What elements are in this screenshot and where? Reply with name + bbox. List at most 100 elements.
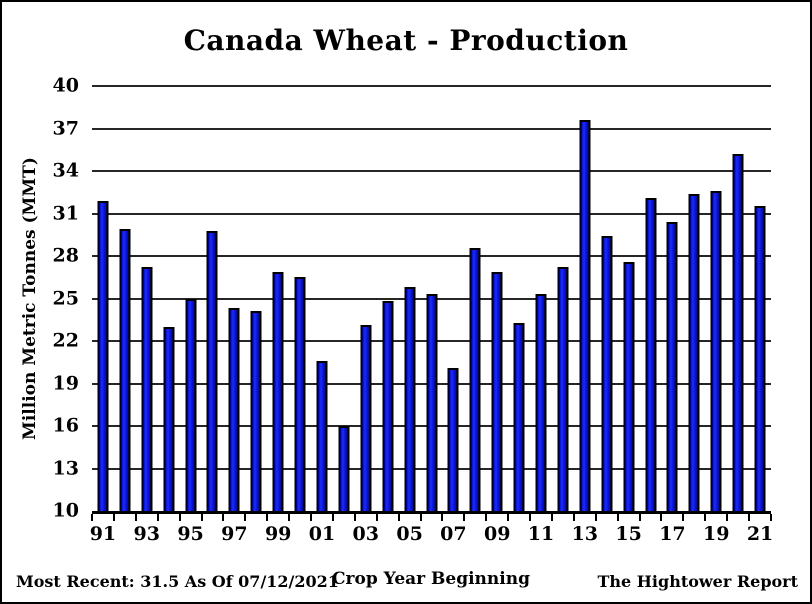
x-axis-tick: [288, 514, 291, 521]
x-axis-tick: [331, 514, 334, 521]
gridline-37: [92, 127, 771, 130]
bar-20: [732, 154, 744, 511]
x-axis-tick: [463, 514, 466, 521]
y-tick-label-22: 22: [52, 329, 79, 352]
y-tick-label-25: 25: [52, 287, 79, 310]
x-tick-label-91: 91: [89, 523, 117, 545]
x-axis-tick: [375, 514, 378, 521]
bar-93: [141, 267, 153, 511]
y-tick-label-19: 19: [52, 372, 79, 395]
y-tick-label-34: 34: [52, 159, 79, 182]
x-axis-tick: [572, 514, 575, 521]
y-tick-label-28: 28: [52, 244, 79, 267]
x-axis-tick: [441, 514, 444, 521]
x-tick-label-03: 03: [352, 523, 380, 545]
x-axis-tick: [616, 514, 619, 521]
x-tick-label-95: 95: [177, 523, 204, 545]
bar-97: [228, 308, 240, 511]
x-axis-tick: [485, 514, 488, 521]
bar-14: [601, 236, 613, 511]
bar-15: [623, 261, 635, 511]
x-axis-tick: [91, 514, 93, 521]
x-tick-label-93: 93: [133, 523, 160, 545]
x-axis-tick: [134, 514, 137, 521]
x-axis-tick: [244, 514, 247, 521]
bar-95: [185, 298, 197, 511]
x-axis-tick: [704, 514, 707, 521]
bar-02: [338, 426, 350, 511]
bar-08: [469, 247, 481, 511]
x-tick-label-07: 07: [440, 523, 467, 545]
y-axis-tick-labels: 10 13 16 19 22 25 28 31 34 37 40: [2, 75, 82, 522]
x-axis-tick: [310, 514, 313, 521]
plot-area: 91 93 95 97 99 01 03 05 07 09 11 13 15 17 19 21: [90, 85, 773, 545]
y-tick-label-10: 10: [52, 499, 79, 522]
bar-03: [360, 325, 372, 511]
x-tick-label-13: 13: [571, 523, 599, 545]
x-axis-tick: [112, 514, 115, 521]
bar-01: [316, 360, 328, 511]
x-axis-tick: [550, 514, 553, 521]
bar-07: [447, 367, 459, 511]
x-axis-tick: [200, 514, 203, 521]
x-tick-label-19: 19: [703, 523, 730, 545]
y-tick-label-40: 40: [52, 74, 79, 97]
most-recent-note: Most Recent: 31.5 As Of 07/12/2021: [16, 572, 339, 591]
gridline-40: [92, 85, 771, 87]
x-axis-tick: [353, 514, 356, 521]
bar-94: [163, 326, 175, 511]
bar-06: [426, 294, 437, 511]
x-axis-tick: [594, 514, 597, 521]
bar-05: [404, 287, 416, 511]
bar-16: [645, 197, 657, 511]
x-axis-tick: [682, 514, 685, 521]
x-axis-tick: [726, 514, 729, 521]
bar-21: [754, 206, 766, 511]
x-tick-label-17: 17: [659, 523, 686, 545]
source-credit: The Hightower Report: [597, 572, 798, 591]
x-axis-tick: [397, 514, 400, 521]
bar-00: [294, 277, 306, 511]
bar-96: [206, 230, 218, 511]
x-axis-tick: [638, 514, 641, 521]
x-tick-label-21: 21: [746, 523, 774, 545]
x-axis-tick: [529, 514, 532, 521]
bar-13: [579, 120, 591, 511]
bar-91: [97, 200, 109, 511]
x-tick-label-09: 09: [483, 523, 511, 545]
x-axis-tick: [770, 514, 772, 521]
x-axis-tick: [266, 514, 269, 521]
x-axis-tick: [507, 514, 510, 521]
x-axis-title: Crop Year Beginning: [332, 569, 530, 589]
y-tick-label-13: 13: [52, 457, 79, 480]
y-tick-label-31: 31: [52, 202, 79, 225]
bar-99: [272, 271, 284, 511]
x-tick-label-11: 11: [527, 523, 555, 545]
bar-92: [119, 229, 131, 511]
gridline-28: [92, 255, 771, 257]
x-axis-tick: [419, 514, 422, 521]
x-tick-label-15: 15: [615, 523, 642, 545]
bar-98: [250, 311, 262, 511]
x-tick-label-99: 99: [264, 523, 292, 545]
bar-series: [92, 86, 771, 511]
bar-19: [710, 190, 722, 511]
bar-10: [513, 322, 525, 511]
x-axis-tick: [156, 514, 159, 521]
bar-17: [666, 222, 678, 511]
x-axis-tick: [178, 514, 181, 521]
x-tick-label-97: 97: [221, 523, 248, 545]
y-tick-label-16: 16: [52, 414, 79, 437]
bar-09: [491, 271, 503, 511]
bar-18: [688, 193, 700, 511]
bar-11: [535, 294, 547, 511]
x-axis-tick: [748, 514, 751, 521]
y-tick-label-37: 37: [52, 117, 79, 140]
gridline-31: [92, 212, 771, 215]
x-tick-label-05: 05: [396, 523, 423, 545]
gridline-34: [92, 170, 771, 172]
x-axis-tick: [222, 514, 225, 521]
x-axis-tick: [660, 514, 663, 521]
bar-04: [382, 301, 394, 511]
